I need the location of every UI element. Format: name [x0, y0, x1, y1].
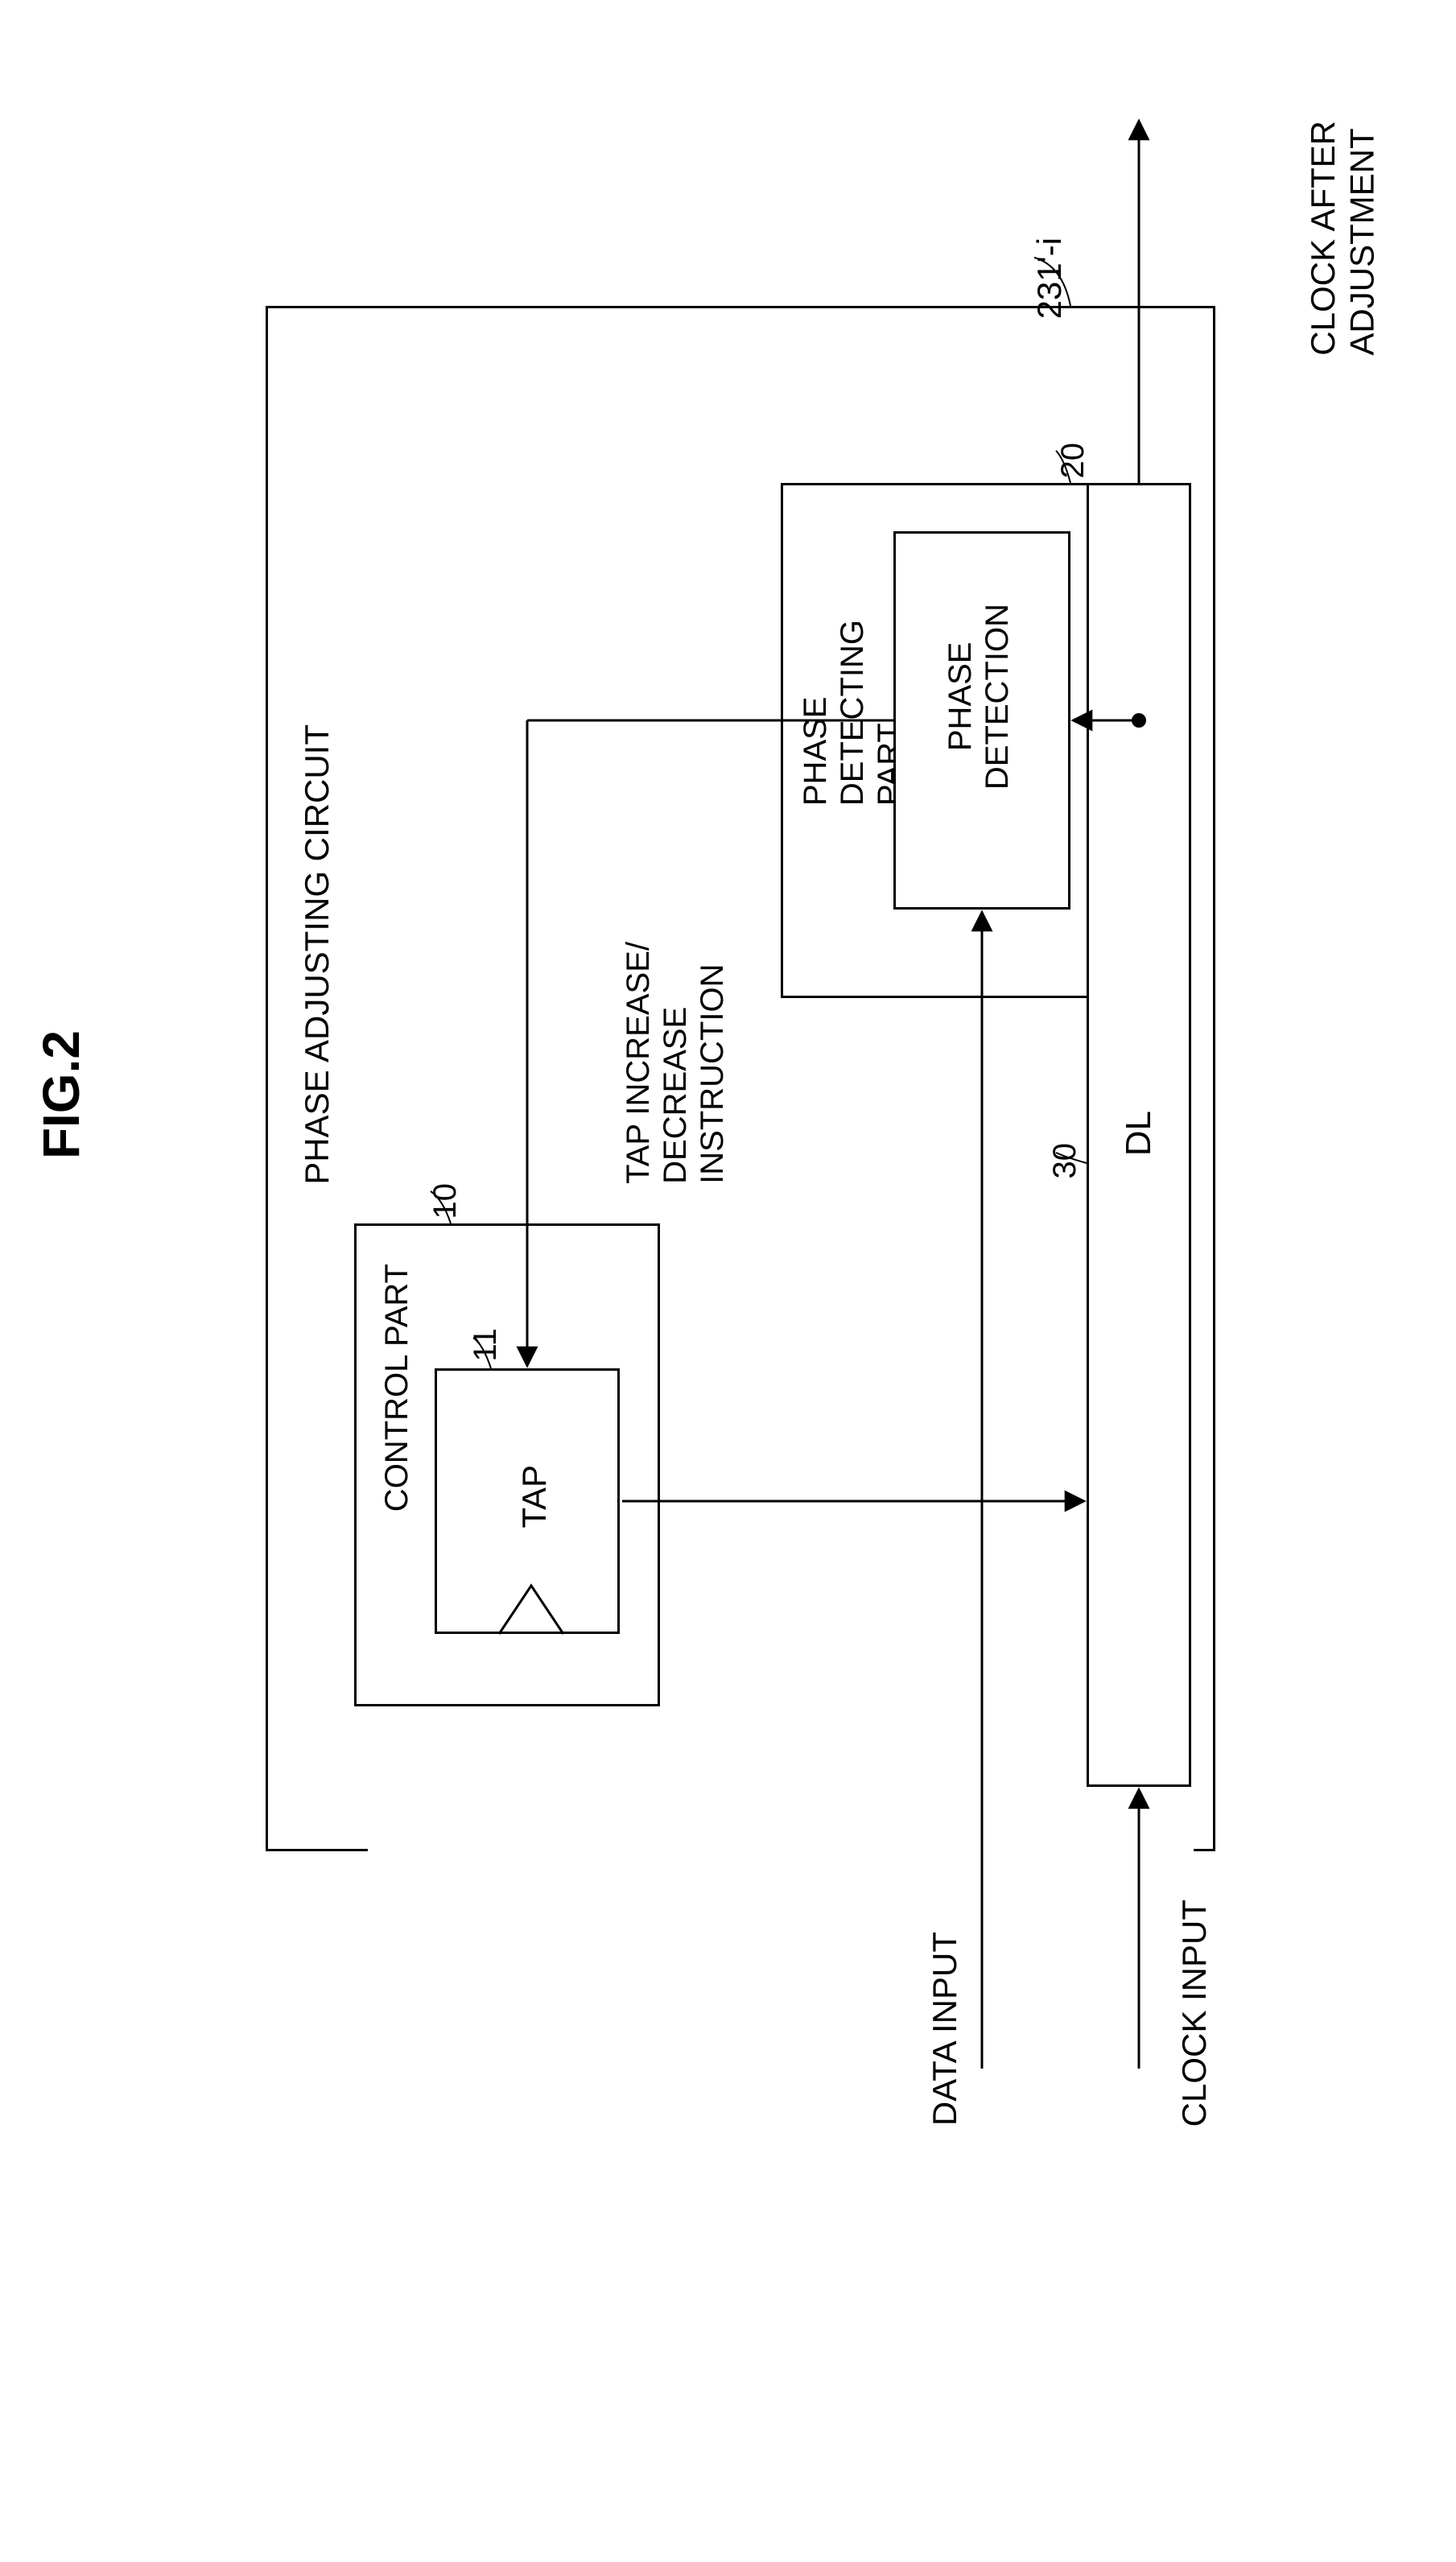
- control-part-ref: 10: [427, 1183, 464, 1219]
- phase-adjusting-circuit-label: PHASE ADJUSTING CIRCUIT: [298, 724, 336, 1185]
- dl-label: DL: [1119, 1111, 1160, 1156]
- clock-input-label-2: CLOCK INPUT: [1175, 1900, 1214, 2127]
- tap-instruction-label: TAP INCREASE/ DECREASE INSTRUCTION: [620, 942, 731, 1184]
- phase-detection-label: PHASE DETECTION: [942, 604, 1016, 790]
- clock-after-label: CLOCK AFTER ADJUSTMENT: [1304, 121, 1382, 356]
- figure-title: FIG.2: [32, 1030, 92, 1159]
- tap-label: TAP: [515, 1465, 554, 1529]
- outer-ref-label: 231'-i: [1030, 237, 1069, 319]
- data-input-label-2: DATA INPUT: [926, 1932, 964, 2126]
- phase-detecting-part-ref: 20: [1054, 443, 1091, 479]
- control-part-label: CONTROL PART: [378, 1264, 415, 1512]
- phase-detecting-part-label: PHASE DETECTING PART: [797, 620, 908, 806]
- tap-ref: 11: [467, 1328, 504, 1362]
- dl-ref: 30: [1046, 1143, 1083, 1179]
